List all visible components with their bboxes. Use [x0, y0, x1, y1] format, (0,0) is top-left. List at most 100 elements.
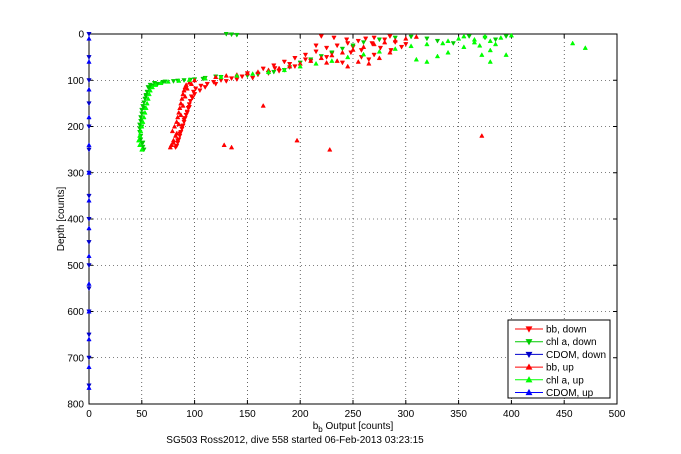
data-point — [136, 137, 142, 143]
data-point — [86, 308, 92, 314]
data-point — [292, 64, 298, 70]
data-point — [313, 60, 319, 66]
data-point — [175, 138, 181, 144]
data-point — [86, 216, 92, 222]
data-point — [323, 45, 330, 51]
data-point — [239, 74, 245, 80]
data-point — [190, 89, 197, 95]
data-point — [86, 31, 92, 37]
x-tick-label: 100 — [186, 409, 203, 420]
data-point — [287, 63, 293, 69]
data-point — [86, 101, 92, 107]
data-point — [210, 80, 217, 85]
data-point — [144, 100, 150, 106]
data-point — [345, 63, 351, 69]
x-tick-label: 300 — [397, 409, 414, 420]
data-point — [145, 96, 151, 101]
data-point — [466, 34, 472, 40]
data-point — [392, 46, 398, 51]
x-tick-labels: 0 50 100 150 200 250 300 350 400 450 500 — [86, 409, 626, 420]
data-point — [272, 66, 278, 71]
y-tick-label: 100 — [67, 76, 84, 87]
data-point — [178, 100, 184, 106]
data-point — [178, 112, 184, 117]
data-point — [138, 128, 144, 134]
series-4 — [136, 32, 588, 152]
data-point — [271, 69, 277, 75]
data-point — [276, 65, 282, 71]
data-point — [440, 40, 446, 46]
legend-label: chl a, up — [546, 375, 584, 386]
data-point — [313, 43, 319, 49]
data-point — [329, 52, 335, 58]
data-point — [86, 78, 92, 83]
data-point — [376, 37, 383, 43]
data-point — [179, 96, 185, 101]
data-point — [86, 263, 92, 268]
data-point — [137, 142, 143, 148]
data-point — [329, 58, 335, 63]
data-point — [186, 77, 192, 82]
data-point — [86, 385, 92, 390]
data-point — [487, 38, 493, 43]
data-point — [149, 84, 155, 90]
data-point — [172, 133, 179, 138]
data-point — [376, 55, 383, 61]
data-point — [188, 94, 195, 100]
data-point — [424, 59, 430, 64]
data-point — [403, 42, 409, 47]
data-point — [350, 43, 356, 49]
data-point — [197, 88, 203, 94]
data-point — [350, 47, 356, 52]
data-point — [487, 47, 493, 53]
data-point — [228, 32, 235, 38]
data-point — [86, 281, 92, 286]
data-point — [204, 81, 210, 87]
data-point — [213, 74, 219, 80]
data-point — [445, 38, 451, 43]
data-point — [162, 79, 168, 85]
data-point — [487, 59, 493, 64]
data-point — [86, 142, 92, 148]
x-tick-label: 450 — [556, 409, 573, 420]
data-point — [292, 56, 298, 61]
x-axis-label: bb Output [counts] — [313, 421, 394, 434]
data-point — [86, 197, 92, 203]
data-point — [86, 59, 92, 64]
y-tick-label: 0 — [78, 30, 84, 41]
data-point — [366, 57, 372, 63]
data-point — [86, 147, 92, 153]
data-point — [177, 131, 183, 137]
legend-box — [507, 319, 611, 399]
data-point — [461, 44, 467, 49]
data-point — [223, 31, 229, 37]
x-tick-label: 150 — [239, 409, 256, 420]
data-point — [434, 53, 441, 59]
data-point — [360, 44, 367, 49]
x-tick-label: 500 — [609, 409, 626, 420]
data-point — [147, 82, 153, 88]
data-point — [413, 56, 419, 62]
x-tick-label: 200 — [292, 409, 309, 420]
data-point — [174, 130, 180, 136]
data-point — [86, 225, 92, 231]
data-point — [363, 36, 369, 42]
data-point — [145, 85, 151, 90]
data-point — [461, 33, 467, 39]
x-tick-label: 400 — [503, 409, 520, 420]
data-point — [191, 77, 198, 83]
data-point — [302, 57, 309, 63]
data-point — [202, 85, 208, 90]
data-point — [86, 193, 92, 199]
y-tick-label: 300 — [67, 168, 84, 179]
data-point — [184, 85, 190, 91]
data-point — [221, 142, 227, 148]
data-point — [170, 139, 177, 145]
data-point — [213, 81, 219, 87]
data-point — [234, 32, 240, 38]
data-point — [140, 140, 146, 146]
data-point — [366, 60, 372, 66]
data-point — [140, 119, 146, 124]
